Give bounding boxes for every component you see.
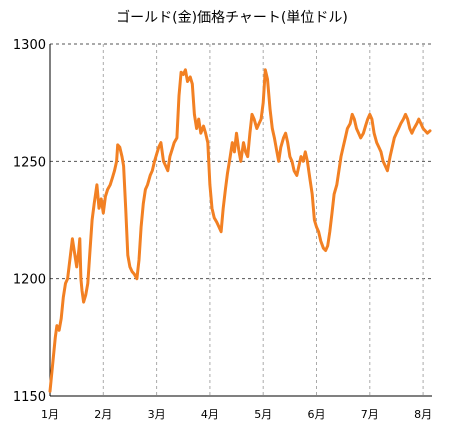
x-axis-tick-labels: 1月 2月 3月 4月 5月 6月 7月 8月 (41, 408, 432, 421)
x-tick-label: 8月 (414, 408, 432, 421)
y-tick-label: 1200 (13, 273, 46, 288)
grid-lines (50, 43, 432, 396)
series-line (48, 68, 432, 393)
y-tick-label: 1300 (13, 38, 46, 53)
y-tick-label: 1150 (13, 390, 46, 405)
x-tick-label: 4月 (201, 408, 219, 421)
chart-title: ゴールド(金)価格チャート(単位ドル) (116, 9, 348, 26)
series-lines (48, 68, 432, 393)
x-tick-label: 5月 (254, 408, 272, 421)
y-axis-tick-labels: 1300 1250 1200 1150 (13, 38, 46, 405)
y-tick-label: 1250 (13, 155, 46, 170)
x-tick-label: 3月 (148, 408, 166, 421)
x-tick-label: 2月 (94, 408, 112, 421)
x-tick-label: 6月 (308, 408, 326, 421)
x-tick-label: 1月 (41, 408, 59, 421)
plot-frame (49, 44, 432, 397)
x-tick-label: 7月 (361, 408, 379, 421)
